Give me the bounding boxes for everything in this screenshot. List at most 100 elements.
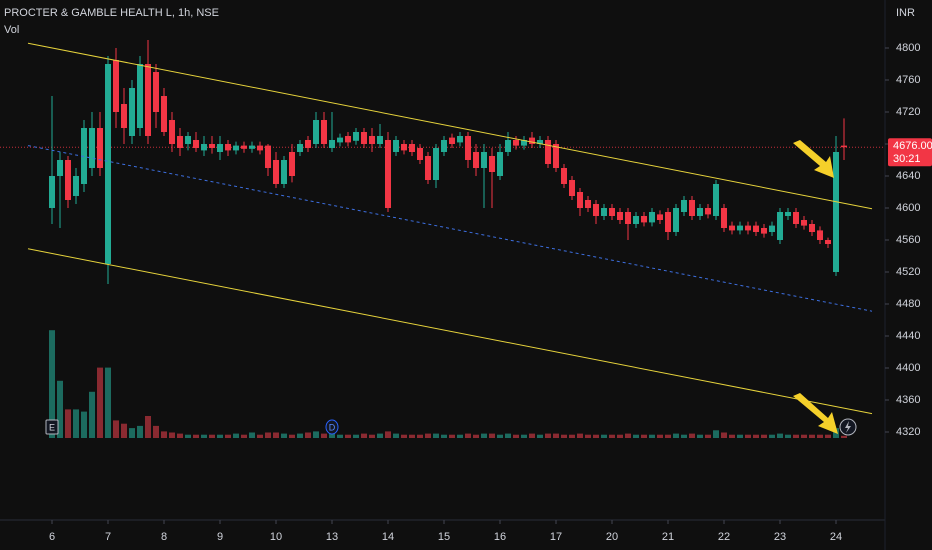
- candle-body: [233, 145, 239, 151]
- volume-bar: [681, 434, 687, 438]
- volume-bar: [201, 434, 207, 438]
- candle-body: [497, 152, 503, 176]
- volume-bar: [49, 330, 55, 438]
- candle-body: [361, 132, 367, 144]
- volume-bar: [321, 433, 327, 438]
- volume-bar: [505, 433, 511, 438]
- candle-body: [641, 216, 647, 223]
- volume-bar: [593, 434, 599, 438]
- volume-bar: [233, 433, 239, 438]
- volume-bar: [417, 434, 423, 438]
- candle-body: [601, 208, 607, 216]
- candle-body: [441, 140, 447, 152]
- candle-body: [217, 144, 223, 152]
- candle-body: [193, 140, 199, 148]
- volume-bar: [289, 434, 295, 438]
- volume-bar: [177, 433, 183, 438]
- candle-body: [353, 132, 359, 141]
- candle-body: [777, 212, 783, 240]
- candle-body: [809, 224, 815, 232]
- volume-bar: [265, 432, 271, 438]
- x-tick-label: 14: [382, 531, 394, 543]
- candle-body: [209, 144, 215, 148]
- volume-bar: [433, 433, 439, 438]
- candle-body: [489, 156, 495, 172]
- volume-label: Vol: [4, 24, 19, 36]
- x-tick-label: 15: [438, 531, 450, 543]
- volume-bar: [345, 434, 351, 438]
- candle-body: [177, 136, 183, 148]
- candle-body: [817, 230, 823, 240]
- trendline: [27, 145, 873, 312]
- x-tick-label: 16: [494, 531, 506, 543]
- y-tick-label: 4520: [896, 266, 920, 278]
- volume-bar: [217, 434, 223, 438]
- volume-bar: [737, 434, 743, 438]
- x-tick-label: 23: [774, 531, 786, 543]
- volume-bar: [761, 434, 767, 438]
- volume-bar: [65, 409, 71, 438]
- volume-bar: [73, 409, 79, 438]
- candle-body: [617, 212, 623, 220]
- y-tick-label: 4800: [896, 42, 920, 54]
- arrow: [793, 393, 838, 434]
- volume-bar: [393, 433, 399, 438]
- volume-bar: [561, 434, 567, 438]
- candle-body: [337, 137, 343, 143]
- volume-bar: [441, 434, 447, 438]
- volume-bar: [241, 434, 247, 438]
- candle-body: [689, 200, 695, 216]
- candle-body: [729, 225, 735, 231]
- candle-body: [369, 136, 375, 144]
- candle-body: [697, 208, 703, 216]
- candle-body: [761, 228, 767, 234]
- candle-body: [201, 144, 207, 151]
- volume-bar: [257, 434, 263, 438]
- volume-bar: [697, 434, 703, 438]
- candle-body: [49, 176, 55, 208]
- candle-body: [73, 176, 79, 196]
- candle-body: [81, 128, 87, 184]
- candle-body: [529, 137, 535, 144]
- volume-bar: [97, 367, 103, 438]
- y-tick-label: 4720: [896, 106, 920, 118]
- volume-bar: [745, 434, 751, 438]
- candle-body: [401, 144, 407, 151]
- candle-body: [465, 136, 471, 160]
- volume-bar: [185, 434, 191, 438]
- candle-body: [161, 96, 167, 132]
- volume-bar: [489, 433, 495, 438]
- volume-bar: [305, 432, 311, 438]
- volume-bar: [497, 434, 503, 438]
- x-tick-label: 22: [718, 531, 730, 543]
- candle-body: [665, 212, 671, 232]
- candle-body: [57, 160, 63, 176]
- candle-body: [841, 145, 847, 148]
- trendline: [27, 248, 873, 415]
- candle-body: [65, 160, 71, 200]
- volume-bar: [89, 391, 95, 438]
- volume-bar: [585, 434, 591, 438]
- event-marker-label: D: [329, 422, 336, 432]
- volume-bar: [641, 434, 647, 438]
- candle-body: [393, 140, 399, 152]
- y-tick-label: 4400: [896, 362, 920, 374]
- volume-bar: [657, 434, 663, 438]
- candle-body: [625, 212, 631, 224]
- volume-bar: [329, 433, 335, 438]
- candle-body: [433, 148, 439, 180]
- candle-body: [289, 152, 295, 176]
- candle-body: [649, 212, 655, 223]
- y-tick-label: 4360: [896, 394, 920, 406]
- y-tick-label: 4480: [896, 298, 920, 310]
- candle-body: [169, 120, 175, 144]
- volume-bar: [457, 434, 463, 438]
- y-tick-label: 4760: [896, 74, 920, 86]
- candle-body: [505, 140, 511, 152]
- volume-bar: [713, 430, 719, 438]
- volume-bar: [553, 433, 559, 438]
- volume-bar: [225, 434, 231, 438]
- candle-body: [273, 160, 279, 184]
- x-tick-label: 6: [49, 531, 55, 543]
- volume-bar: [401, 434, 407, 438]
